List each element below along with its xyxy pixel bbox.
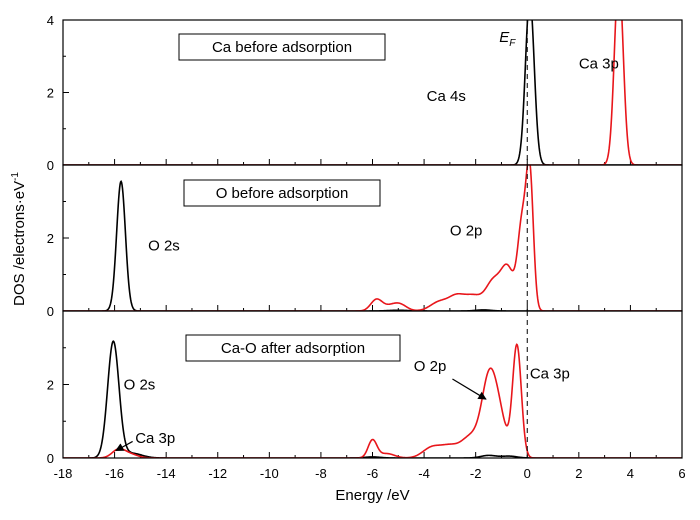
x-tick-label: -14 <box>157 466 176 481</box>
series-line-red <box>63 343 682 458</box>
panel-1: 0 2 4 Ca before adsorption Ca 4s Ca 3p <box>47 13 683 173</box>
y-axis-title-main: DOS /electrons·eV <box>11 181 28 306</box>
peak-annotation: Ca 3p <box>579 56 619 73</box>
panel-title-box <box>185 334 401 362</box>
peak-annotation: O 2s <box>148 237 180 254</box>
peak-annotation: O 2s <box>124 377 156 394</box>
y-tick-label: 0 <box>47 158 54 173</box>
y-tick-label: 0 <box>47 451 54 466</box>
x-tick-label: 4 <box>627 466 634 481</box>
fermi-label-sub: F <box>509 38 516 49</box>
series-line-black <box>63 20 682 165</box>
fermi-label: EF <box>499 29 516 49</box>
y-tick-label: 4 <box>47 13 54 28</box>
peak-annotation: Ca 3p <box>530 365 570 382</box>
peak-annotation: Ca 3p <box>135 430 175 447</box>
x-tick-label: -10 <box>260 466 279 481</box>
x-axis-title: Energy /eV <box>335 487 409 504</box>
x-tick-label: -2 <box>470 466 482 481</box>
peak-annotation: O 2p <box>414 358 447 375</box>
x-tick-label: -4 <box>418 466 430 481</box>
y-tick-label: 2 <box>47 231 54 246</box>
panel-title: Ca before adsorption <box>212 39 352 56</box>
annotation-arrow <box>452 378 487 400</box>
panel-frame <box>62 310 683 459</box>
peak-annotation: Ca 4s <box>427 88 466 105</box>
x-tick-label: 6 <box>678 466 685 481</box>
x-tick-label: 2 <box>575 466 582 481</box>
y-axis-title-sup: -1 <box>10 172 21 181</box>
panel-series-group <box>63 20 682 165</box>
y-tick-label: 2 <box>47 86 54 101</box>
series-line-red <box>63 165 682 311</box>
y-axis-title: DOS /electrons·eV-1 <box>10 172 28 306</box>
panel-title: O before adsorption <box>216 185 349 202</box>
peak-annotation: O 2p <box>450 223 483 240</box>
x-tick-label: -6 <box>367 466 379 481</box>
panel-2: 0 2 O before adsorption O 2s O 2p <box>47 164 683 319</box>
x-tick-label: -16 <box>105 466 124 481</box>
panel-3: 0 2 Ca-O after adsorption O 2s Ca 3p O 2p Ca 3… <box>47 310 683 466</box>
x-tick-label: -8 <box>315 466 327 481</box>
y-tick-label: 2 <box>47 378 54 393</box>
panel-title-box <box>178 33 386 61</box>
fermi-label-main: E <box>499 29 510 46</box>
panel-title: Ca-O after adsorption <box>221 340 365 357</box>
x-tick-label: -12 <box>208 466 227 481</box>
y-tick-label: 0 <box>47 304 54 319</box>
x-tick-label: -18 <box>54 466 73 481</box>
x-tick-label: 0 <box>524 466 531 481</box>
series-line-red <box>63 20 682 165</box>
annotation-arrow <box>115 440 133 452</box>
panel-title-box <box>183 179 381 207</box>
